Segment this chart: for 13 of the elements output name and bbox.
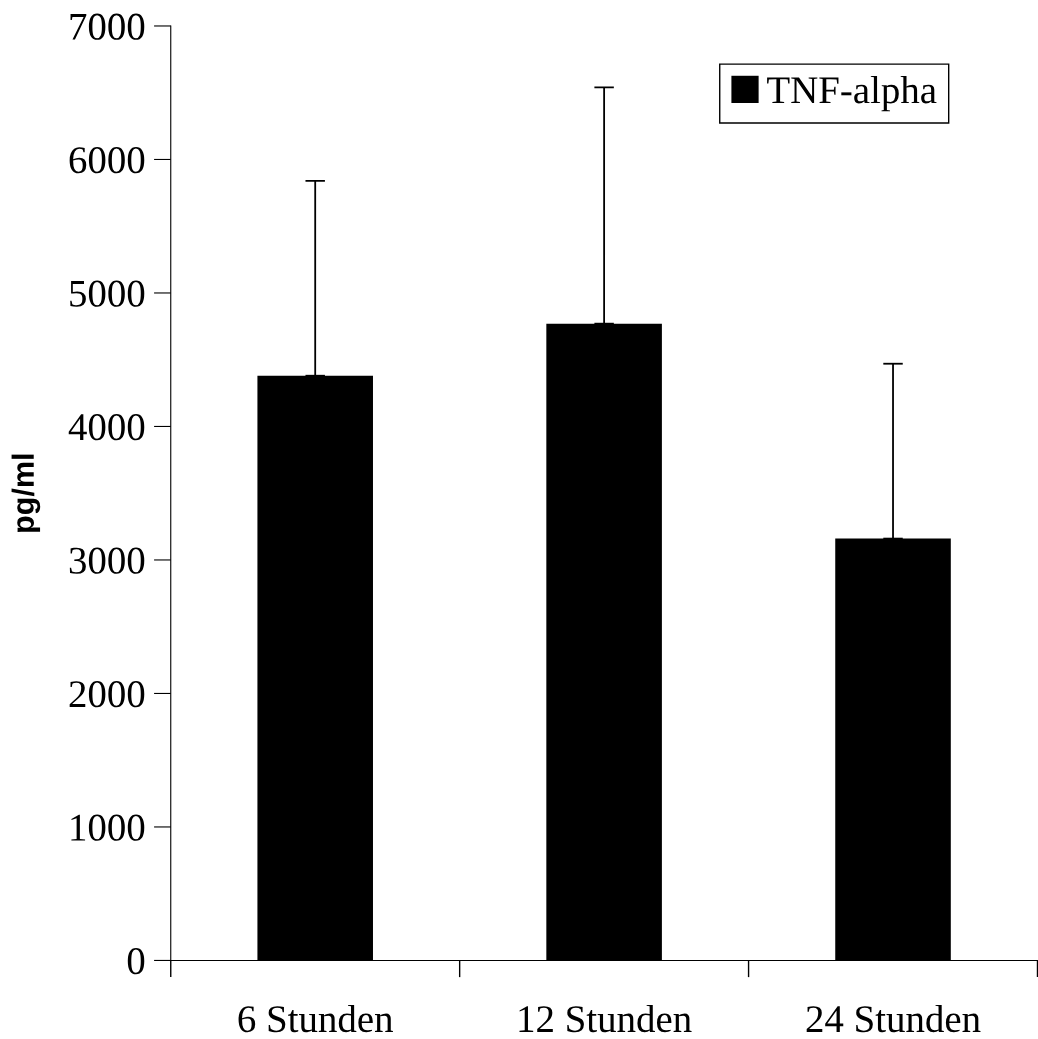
y-tick-label: 0: [127, 948, 145, 975]
x-tick-label: 6 Stunden: [238, 1004, 393, 1033]
y-axis-title: pg/ml: [11, 454, 41, 532]
y-tick-label: 7000: [70, 13, 145, 40]
y-tick-label: 6000: [69, 147, 145, 174]
y-tick-label: 3000: [69, 547, 145, 574]
y-tick-label: 1000: [71, 814, 145, 841]
y-tick-label: 4000: [68, 414, 145, 441]
y-tick-label: 2000: [69, 681, 145, 708]
x-tick-label: 12 Stunden: [519, 1004, 692, 1033]
y-tick-label: 5000: [70, 280, 145, 307]
x-tick-label: 24 Stunden: [806, 1004, 981, 1033]
legend-label: TNF-alpha: [767, 76, 937, 112]
